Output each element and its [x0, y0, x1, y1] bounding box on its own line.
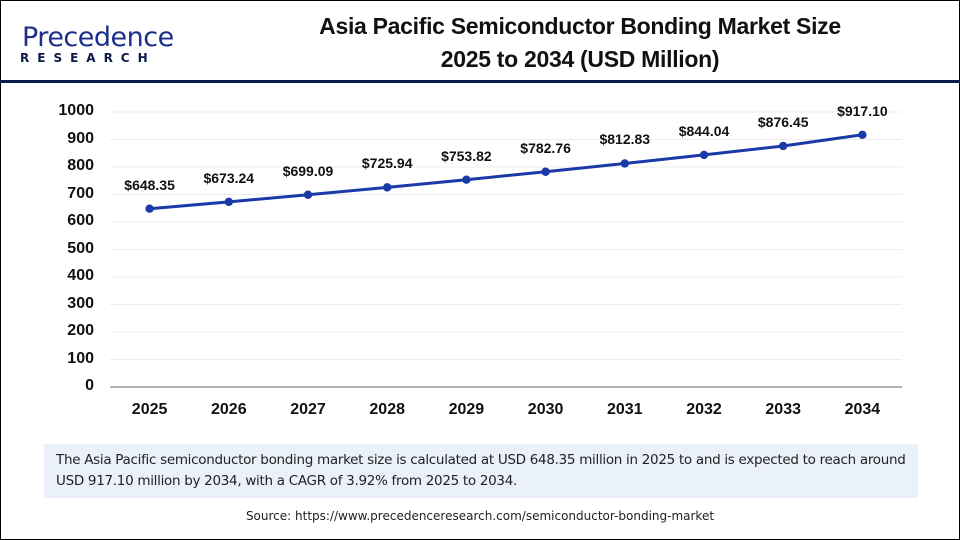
data-point	[383, 183, 392, 192]
data-point	[462, 175, 471, 184]
summary-text: The Asia Pacific semiconductor bonding m…	[56, 452, 906, 489]
data-point	[620, 159, 629, 168]
header: Precedence RESEARCH Asia Pacific Semicon…	[0, 0, 960, 80]
y-tick-label: 700	[67, 184, 94, 202]
x-tick-label: 2031	[607, 401, 643, 418]
y-tick-label: 600	[67, 212, 94, 229]
x-tick-label: 2033	[765, 401, 801, 418]
data-point	[145, 204, 154, 213]
data-point	[541, 167, 550, 176]
y-tick-label: 1000	[58, 102, 94, 119]
logo-wordmark: Precedence	[22, 22, 174, 53]
x-tick-label: 2029	[448, 401, 485, 418]
plot-area	[110, 111, 902, 388]
y-tick-label: 400	[67, 267, 94, 284]
data-label: $844.04	[678, 122, 730, 139]
data-label: $782.76	[520, 139, 571, 156]
series-line	[149, 133, 863, 211]
data-point	[224, 197, 233, 207]
chart-title: Asia Pacific Semiconductor Bonding Marke…	[270, 10, 890, 76]
x-tick-label: 2034	[844, 401, 881, 418]
title-line-2: 2025 to 2034 (USD Million)	[440, 46, 720, 72]
source-citation: Source: https://www.precedenceresearch.c…	[245, 509, 715, 523]
data-point	[303, 190, 313, 199]
logo-subtitle: RESEARCH	[20, 51, 156, 65]
y-tick-label: 300	[67, 294, 94, 312]
logo: Precedence RESEARCH	[16, 22, 174, 65]
y-tick-label: 900	[67, 129, 94, 147]
data-label: $648.35	[124, 176, 175, 193]
data-label: $876.45	[757, 113, 809, 130]
y-tick-label: 200	[67, 322, 94, 339]
x-tick-label: 2027	[290, 401, 326, 418]
x-tick-label: 2026	[211, 401, 247, 418]
y-tick-label: 100	[67, 349, 94, 367]
y-tick-label: 500	[67, 239, 94, 257]
data-label: $917.10	[837, 102, 888, 119]
data-label: $753.82	[441, 147, 492, 164]
data-label: $725.94	[361, 155, 413, 172]
title-line-1: Asia Pacific Semiconductor Bonding Marke…	[319, 13, 841, 39]
data-point	[779, 141, 788, 151]
data-label: $812.83	[599, 131, 651, 148]
line-chart: 0 100 200 300 400 500 600 700 800 900 1000 2025 2026…	[0, 90, 960, 430]
data-label: $673.24	[203, 169, 255, 186]
y-tick-label: 0	[85, 377, 94, 394]
x-tick-label: 2032	[686, 401, 722, 418]
data-label: $699.09	[282, 162, 334, 179]
summary-note: The Asia Pacific semiconductor bonding m…	[44, 444, 918, 498]
data-point	[858, 130, 867, 139]
data-point	[699, 150, 709, 160]
x-tick-label: 2028	[369, 401, 405, 418]
x-tick-label: 2030	[527, 401, 564, 418]
header-divider	[0, 80, 960, 83]
x-tick-label: 2025	[131, 401, 168, 418]
y-tick-label: 800	[67, 157, 94, 174]
